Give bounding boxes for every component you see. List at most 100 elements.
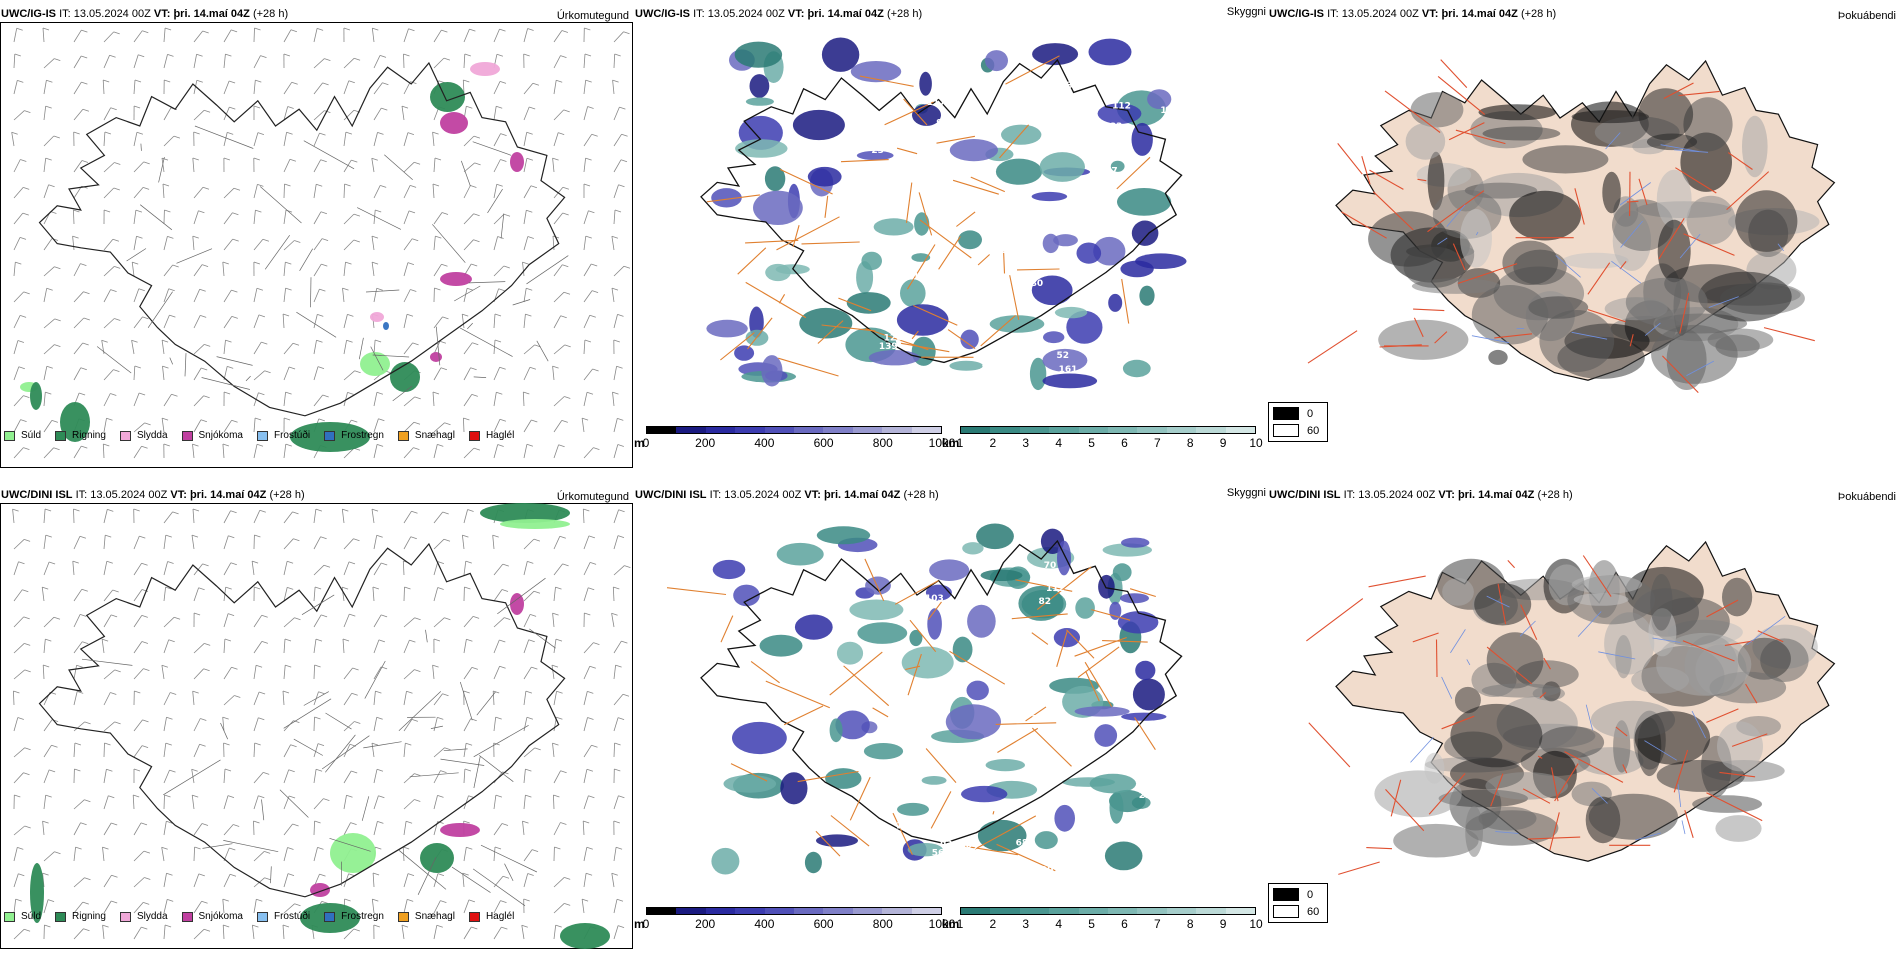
precip-legend-item: Snæhagl (398, 430, 455, 441)
visibility-value-label: 116 (1160, 106, 1179, 116)
visibility-area (713, 560, 746, 579)
fog-area (1539, 310, 1614, 372)
visibility-area (1113, 563, 1132, 581)
legend-swatch (182, 912, 193, 922)
visibility-area (874, 218, 914, 235)
panel-header: UWC/IG-IS IT: 13.05.2024 00Z VT: þri. 14… (1, 8, 288, 20)
panel-header: UWC/IG-IS IT: 13.05.2024 00Z VT: þri. 14… (1269, 8, 1556, 20)
vt-value: þri. 14.maí 04Z (1441, 8, 1517, 20)
colorbar-tick-label: 0 (643, 436, 650, 450)
legend-label: Rigning (72, 430, 106, 441)
visibility-area (958, 230, 982, 249)
visibility-area (861, 252, 882, 270)
visibility-value-label: 151 (995, 246, 1014, 256)
fog-area (1406, 123, 1446, 160)
legend-label: Súld (21, 430, 41, 441)
fog-area (1650, 574, 1672, 631)
colorbar-step (1137, 427, 1166, 433)
legend-label: Frostregn (341, 911, 384, 922)
visibility-area (1040, 152, 1085, 182)
colorbar-tick-label: 5 (1088, 436, 1095, 450)
visibility-area (799, 308, 852, 339)
visibility-map: 1171171612318313913115115215712013311213… (634, 22, 1270, 442)
colorbar-step (1079, 427, 1108, 433)
fog-legend-item: 0 (1273, 888, 1323, 901)
colorbar-step (676, 427, 705, 433)
precip-legend-item: Slydda (120, 430, 168, 441)
precip-area (560, 923, 610, 949)
fog-area (1474, 583, 1531, 625)
visibility-area (777, 543, 824, 566)
visibility-colorbar-m (646, 426, 942, 434)
fog-area (1411, 92, 1464, 127)
visibility-area (711, 848, 739, 875)
visibility-area (949, 361, 983, 371)
coastline (40, 544, 565, 897)
lead-time: (+28 h) (269, 489, 304, 501)
colorbar-step (1108, 427, 1137, 433)
precip-legend-item: Snæhagl (398, 911, 455, 922)
it-value: 13.05.2024 00Z (1342, 8, 1419, 20)
colorbar-step (676, 908, 705, 914)
fog-indicator-panel: UWC/IG-IS IT: 13.05.2024 00Z VT: þri. 14… (1268, 6, 1900, 476)
it-value: 13.05.2024 00Z (74, 8, 151, 20)
visibility-colorbar-km (960, 426, 1256, 434)
precip-type-panel: UWC/DINI ISL IT: 13.05.2024 00Z VT: þri.… (0, 487, 635, 957)
visibility-value-label: 63 (957, 205, 970, 215)
visibility-area (857, 622, 907, 644)
visibility-value-label: 111 (1031, 714, 1050, 724)
fog-area (1574, 593, 1629, 606)
visibility-area (1123, 360, 1151, 377)
visibility-value-label: 133 (1060, 81, 1079, 91)
visibility-value-label: 112 (1112, 101, 1131, 111)
visibility-area (914, 212, 929, 235)
visibility-area (900, 279, 926, 307)
visibility-area (1118, 611, 1159, 633)
visibility-value-label: 76 (879, 856, 892, 866)
fog-area (1692, 795, 1762, 813)
colorbar-tick-label: 1 (957, 436, 964, 450)
colorbar-step (990, 427, 1019, 433)
roads (97, 126, 568, 401)
colorbar-tick-label: 3 (1022, 917, 1029, 931)
visibility-value-label: 96 (1092, 189, 1105, 199)
vt-label: VT: (1422, 8, 1439, 20)
precip-type-map (0, 503, 633, 949)
lead-time: (+28 h) (887, 8, 922, 20)
visibility-area (1110, 792, 1124, 824)
wind-barbs (12, 28, 630, 458)
fog-legend-item: 60 (1273, 905, 1323, 918)
visibility-area (967, 605, 996, 638)
colorbar-tick-label: 2 (990, 917, 997, 931)
fog-area (1651, 325, 1738, 384)
colorbar-tick-label: 7 (1154, 436, 1161, 450)
colorbar-step (853, 908, 882, 914)
legend-swatch (257, 912, 268, 922)
fog-legend-label: 0 (1307, 408, 1313, 420)
visibility-area (805, 852, 822, 873)
precip-area (30, 382, 42, 410)
panel-title-fog: Þokuábendi (1838, 491, 1896, 503)
fog-area (1656, 633, 1751, 696)
visibility-area (902, 647, 954, 679)
panel-title-fog: Þokuábendi (1838, 10, 1896, 22)
legend-swatch (324, 431, 335, 441)
visibility-value-label: 68 (1016, 838, 1029, 848)
visibility-value-label: 23 (871, 146, 884, 156)
fog-legend-label: 60 (1307, 906, 1319, 918)
model-label: UWC/IG-IS (1269, 8, 1324, 20)
panel-title-visibility: Skyggni (1227, 487, 1266, 499)
visibility-value-label: 131 (1106, 329, 1125, 339)
colorbar-tick-label: 4 (1055, 436, 1062, 450)
panel-title-precip: Úrkomutegund (557, 491, 629, 503)
visibility-area (1035, 831, 1058, 849)
colorbar-step (1226, 908, 1255, 914)
visibility-area (1077, 243, 1102, 264)
visibility-area (1055, 307, 1087, 318)
fog-indicator-map (1268, 22, 1900, 452)
legend-label: Haglél (486, 430, 514, 441)
